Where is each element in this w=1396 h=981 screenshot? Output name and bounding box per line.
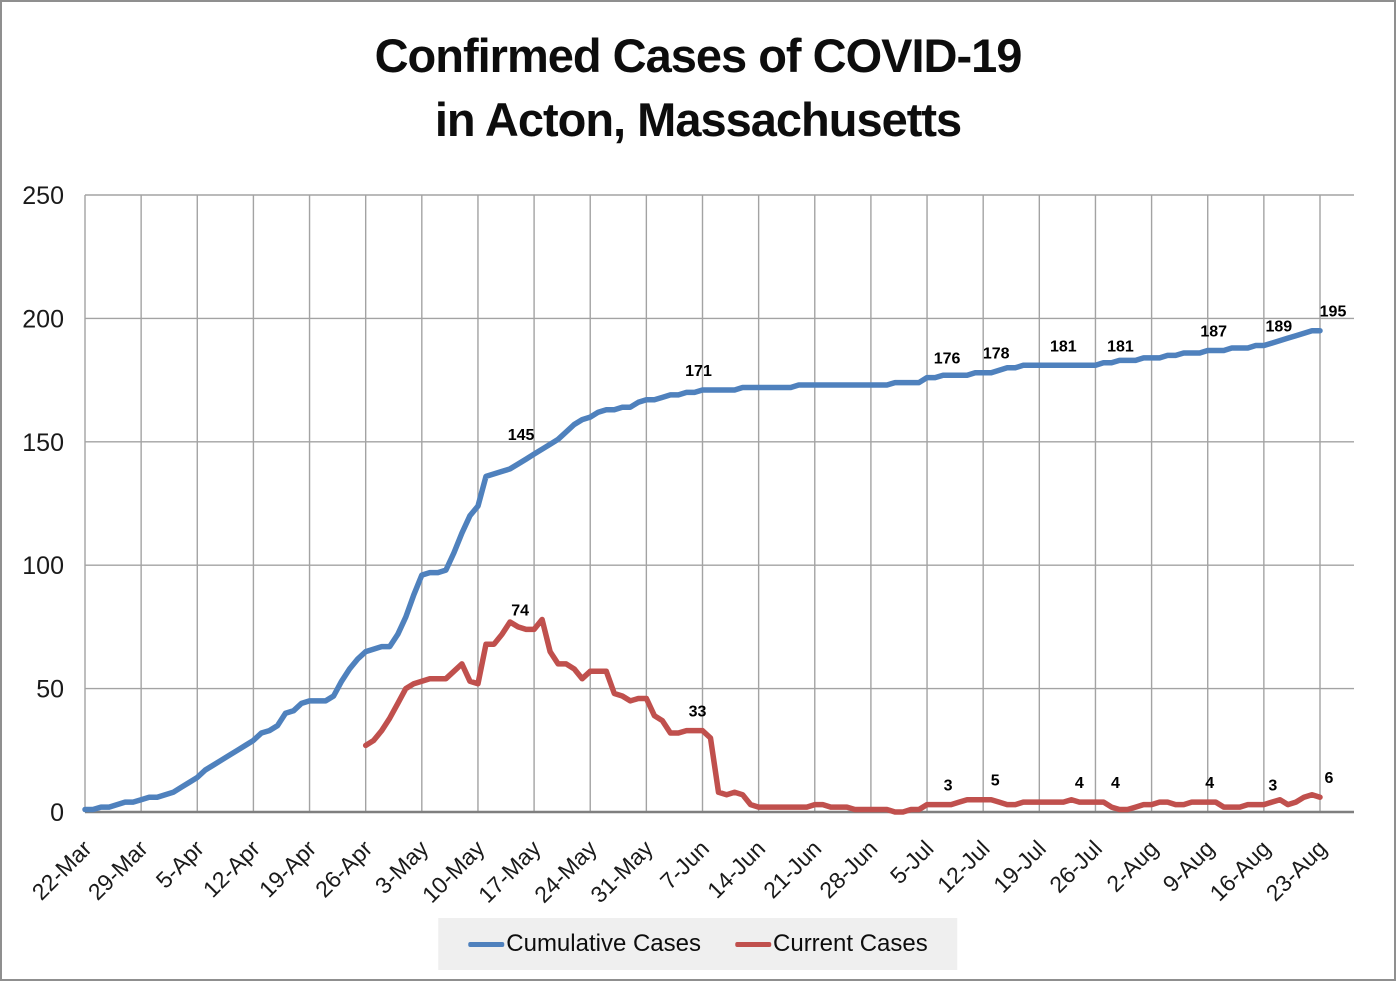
data-label: 3 [1268,778,1277,795]
y-tick-label: 0 [50,799,64,827]
x-tick-label: 12-Jul [932,835,995,898]
x-tick-label: 19-Apr [254,835,321,902]
data-label: 3 [944,778,953,795]
x-tick-label: 23-Aug [1261,835,1332,906]
data-label: 5 [991,773,1000,790]
data-label: 176 [934,351,961,368]
data-label: 171 [685,363,712,380]
legend-label-current: Current Cases [773,930,928,957]
data-label: 4 [1111,775,1120,792]
legend-label-cumulative: Cumulative Cases [506,930,702,957]
legend: Cumulative Cases Current Cases [438,918,958,970]
x-tick-label: 31-May [585,835,658,908]
legend-item-current: Current Cases [735,930,928,958]
x-tick-label: 26-Apr [310,835,377,902]
data-label: 195 [1320,304,1347,321]
cumulative-line-swatch-icon [468,941,505,947]
chart-title-line2: in Acton, Massachusetts [434,93,962,146]
data-label: 187 [1200,323,1227,340]
data-label: 74 [511,602,529,619]
x-tick-label: 29-Mar [83,835,153,905]
x-tick-label: 28-Jun [814,835,882,903]
x-tick-label: 2-Aug [1101,835,1163,897]
y-tick-label: 250 [22,182,64,210]
x-tick-label: 21-Jun [758,835,826,903]
y-tick-label: 100 [22,552,64,580]
data-label: 4 [1075,775,1084,792]
legend-item-cumulative: Cumulative Cases [468,930,701,958]
data-label: 181 [1050,338,1077,355]
data-label: 6 [1325,770,1334,787]
x-tick-label: 19-Jul [988,835,1051,898]
data-label: 189 [1266,319,1293,336]
data-label: 181 [1107,338,1134,355]
current-cases-line [362,616,1323,815]
x-tick-label: 26-Jul [1044,835,1107,898]
x-tick-label: 12-Apr [198,835,265,902]
chart-title: Confirmed Cases of COVID-19 in Acton, Ma… [2,24,1394,152]
data-label: 178 [983,346,1010,363]
y-tick-label: 200 [22,305,64,333]
chart-title-line1: Confirmed Cases of COVID-19 [374,29,1023,82]
x-tick-label: 16-Aug [1205,835,1276,906]
x-tick-label: 24-May [529,835,602,908]
data-label: 145 [508,427,535,444]
x-tick-label: 5-Jul [885,835,939,889]
y-tick-label: 50 [36,676,64,704]
x-tick-label: 22-Mar [27,835,97,905]
x-tick-label: 10-May [417,835,490,908]
current-line-swatch-icon [735,941,772,947]
x-tick-label: 14-Jun [702,835,770,903]
y-tick-label: 150 [22,429,64,457]
data-label: 4 [1205,775,1214,792]
cumulative-cases-line [82,327,1323,813]
data-label: 33 [689,704,707,721]
x-tick-label: 17-May [473,835,546,908]
